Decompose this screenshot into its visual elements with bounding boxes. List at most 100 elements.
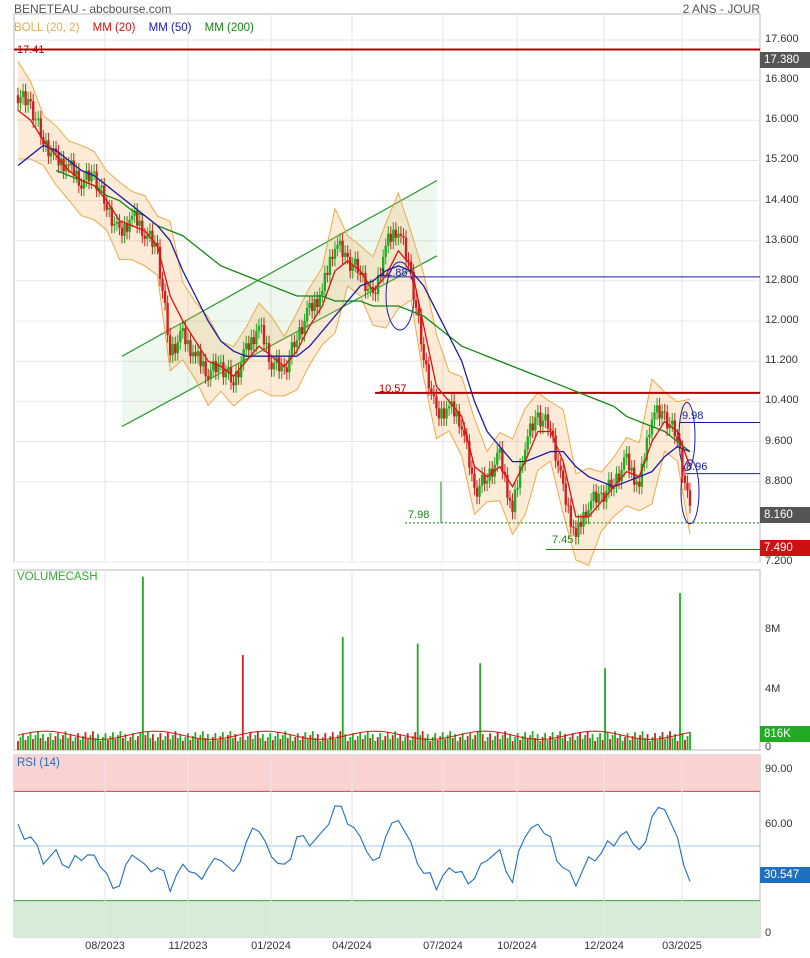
candle-body (430, 388, 433, 393)
candle-body (582, 511, 585, 527)
time-tick-label: 03/2025 (662, 940, 702, 952)
candle-body (564, 483, 567, 505)
volume-bar (439, 736, 442, 750)
volume-bar (666, 735, 669, 750)
candle-body (615, 473, 618, 486)
candle-body (108, 207, 111, 210)
rsi-label: RSI (14) (17, 757, 60, 769)
volume-bar (194, 732, 197, 750)
volume-bar (619, 734, 621, 750)
candle-body (179, 331, 182, 343)
volume-bar (296, 733, 299, 750)
volume-bar (92, 731, 94, 750)
candle-body (597, 493, 600, 503)
legend-mm20[interactable]: MM (20) (92, 22, 136, 34)
candle-body (24, 91, 27, 106)
volume-bar (486, 737, 489, 750)
volume-bar (199, 735, 202, 750)
volume-bar (224, 739, 227, 750)
time-tick-label: 11/2023 (168, 940, 208, 952)
volume-bar (454, 734, 457, 750)
mm50-line (17, 144, 691, 488)
volume-bar (304, 732, 307, 750)
candle-body (673, 420, 676, 437)
price-tick-label: 17.600 (765, 33, 799, 45)
candle-body (232, 382, 235, 386)
volume-bar (626, 733, 629, 750)
candle-body (620, 469, 623, 482)
candle-body (146, 234, 149, 239)
candle-body (265, 343, 268, 345)
candle-body (262, 325, 266, 345)
volume-bar (494, 736, 497, 750)
volume-bar (584, 735, 586, 750)
price-tick-label: 15.200 (765, 153, 799, 166)
volume-bar (321, 737, 324, 750)
volume-bar (394, 731, 397, 750)
legend-mm50[interactable]: MM (50) (148, 22, 192, 34)
candle-body (498, 448, 502, 453)
volume-label: VOLUMECASH (17, 571, 98, 583)
volume-bar (654, 733, 656, 750)
volume-bar (59, 739, 62, 750)
volume-bar (209, 741, 212, 750)
volume-tick-0: 0 (765, 741, 772, 753)
candle-body (546, 414, 550, 429)
volume-bar (77, 733, 79, 750)
candle-body (359, 272, 362, 275)
volume-bar (62, 735, 64, 750)
candle-body (341, 240, 344, 257)
candle-body (381, 256, 385, 276)
volume-bar (569, 737, 571, 750)
legend-boll[interactable]: BOLL (20, 2) (14, 22, 80, 34)
candle-body (171, 344, 174, 356)
candle-body (85, 170, 88, 180)
volume-bar (414, 732, 417, 750)
volume-bar (229, 731, 232, 750)
candle-body (196, 351, 200, 357)
volume-bar (471, 739, 474, 750)
candle-body (374, 292, 377, 294)
candle-body (247, 343, 250, 351)
candle-body (686, 482, 689, 491)
candle-body (237, 371, 240, 378)
volume-bar (474, 735, 477, 750)
candle-body (141, 220, 144, 236)
time-tick-label: 12/2024 (584, 940, 624, 952)
candle-body (671, 420, 674, 425)
candle-body (437, 408, 441, 419)
volume-bar (134, 740, 137, 750)
candle-body (364, 272, 367, 291)
candle-body (280, 365, 283, 372)
candle-body (16, 95, 20, 104)
candle-body (422, 344, 425, 361)
volume-bar (391, 735, 394, 750)
candle-body (496, 452, 499, 465)
volume-bar (656, 740, 659, 750)
volume-bar (381, 740, 384, 750)
volume-bar (236, 741, 239, 750)
candle-body (204, 361, 207, 377)
candle-body (536, 412, 540, 418)
candle-body (234, 371, 238, 386)
volume-bar (261, 734, 264, 750)
volume-bar (401, 741, 404, 750)
volume-bar (411, 736, 414, 750)
legend-mm200[interactable]: MM (200) (204, 22, 254, 34)
volume-bar (241, 655, 244, 750)
volume-bar (419, 735, 422, 750)
volume-bar (559, 731, 561, 750)
candle-body (473, 473, 476, 488)
time-tick-label: 08/2023 (85, 940, 125, 952)
candle-body (130, 215, 134, 220)
volume-bar (396, 738, 399, 750)
volume-bar (561, 738, 564, 750)
volume-bar (196, 739, 199, 750)
candle-body (310, 303, 314, 312)
candle-body (72, 160, 75, 176)
volume-bar (122, 738, 124, 750)
candle-body (452, 401, 456, 417)
price-tag-7490: 7.490 (760, 540, 810, 556)
candle-body (293, 342, 296, 348)
volume-bar (374, 741, 377, 750)
